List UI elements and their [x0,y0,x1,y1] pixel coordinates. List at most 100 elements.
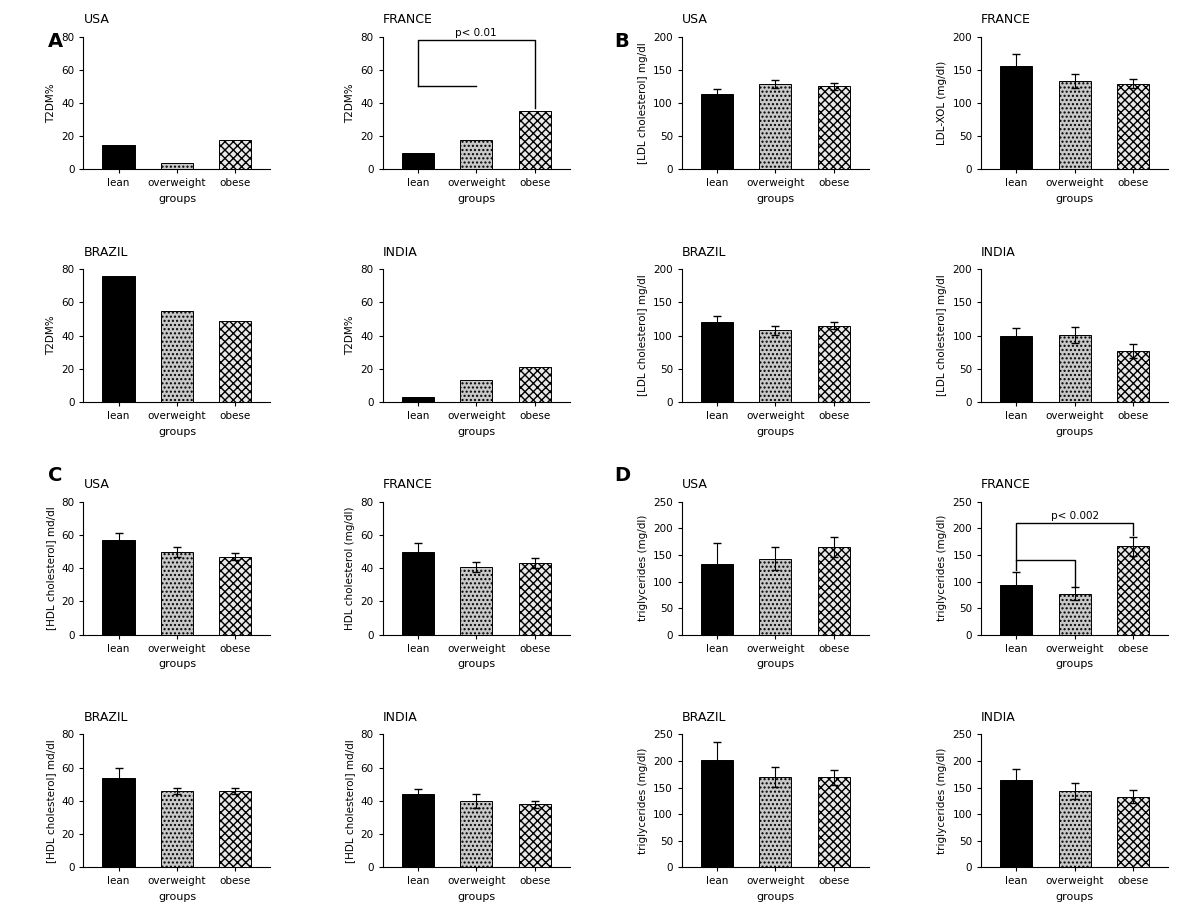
Text: BRAZIL: BRAZIL [682,246,726,258]
Text: BRAZIL: BRAZIL [83,711,128,724]
Bar [1117,351,1149,402]
Bar [219,557,252,635]
X-axis label: groups: groups [1056,892,1094,902]
Bar [1058,81,1091,170]
Text: FRANCE: FRANCE [981,13,1031,26]
Bar [103,540,135,635]
X-axis label: groups: groups [157,659,195,669]
Bar [759,84,791,170]
Text: FRANCE: FRANCE [981,478,1031,491]
Bar [460,801,492,867]
Text: USA: USA [83,13,110,26]
X-axis label: groups: groups [457,194,495,204]
Bar [219,791,252,867]
Text: BRAZIL: BRAZIL [83,246,128,258]
Text: FRANCE: FRANCE [383,13,433,26]
Text: p< 0.01: p< 0.01 [455,28,497,38]
Y-axis label: T2DM%: T2DM% [344,316,355,355]
Y-axis label: T2DM%: T2DM% [45,83,56,123]
Bar [818,778,850,867]
Bar [402,551,434,635]
Bar [759,559,791,635]
Bar [402,152,434,170]
Bar [402,397,434,402]
Y-axis label: [HDL cholesterol] md/dl: [HDL cholesterol] md/dl [45,507,56,630]
Bar [1000,780,1032,867]
Bar [519,563,551,635]
Bar [759,777,791,867]
X-axis label: groups: groups [157,194,195,204]
Text: USA: USA [682,13,708,26]
X-axis label: groups: groups [757,659,795,669]
X-axis label: groups: groups [457,659,495,669]
Bar [1000,336,1032,402]
Y-axis label: T2DM%: T2DM% [344,83,355,123]
Bar [103,144,135,170]
Y-axis label: triglycerides (mg/dl): triglycerides (mg/dl) [937,515,946,622]
Bar [519,367,551,402]
Y-axis label: triglycerides (mg/dl): triglycerides (mg/dl) [638,515,647,622]
Bar [701,94,733,170]
Bar [1058,593,1091,635]
X-axis label: groups: groups [457,892,495,902]
Y-axis label: [LDL cholesterol] mg/dl: [LDL cholesterol] mg/dl [638,42,647,163]
Bar [219,140,252,170]
Bar [1000,66,1032,170]
Text: FRANCE: FRANCE [383,478,433,491]
Bar [701,761,733,867]
Bar [161,551,193,635]
Bar [759,331,791,402]
Y-axis label: triglycerides (mg/dl): triglycerides (mg/dl) [937,748,946,854]
Text: B: B [614,32,628,51]
Y-axis label: LDL-XOL (mg/dl): LDL-XOL (mg/dl) [937,61,946,145]
X-axis label: groups: groups [1056,426,1094,436]
Text: C: C [48,466,62,485]
X-axis label: groups: groups [1056,659,1094,669]
Bar [701,564,733,635]
Bar [1058,335,1091,402]
Bar [161,310,193,402]
X-axis label: groups: groups [1056,194,1094,204]
Y-axis label: [LDL cholesterol] mg/dl: [LDL cholesterol] mg/dl [937,275,946,396]
X-axis label: groups: groups [457,426,495,436]
Bar [161,163,193,170]
Bar [1058,792,1091,867]
Bar [1117,84,1149,170]
Y-axis label: [HDL cholesterol] md/dl: [HDL cholesterol] md/dl [45,739,56,863]
X-axis label: groups: groups [757,426,795,436]
Bar [1000,585,1032,635]
X-axis label: groups: groups [157,892,195,902]
Bar [818,87,850,170]
Bar [460,381,492,402]
Y-axis label: HDL cholesterol (mg/dl): HDL cholesterol (mg/dl) [344,507,355,630]
Text: p< 0.002: p< 0.002 [1050,511,1099,521]
Bar [818,326,850,402]
Text: INDIA: INDIA [981,711,1016,724]
Bar [519,804,551,867]
Text: INDIA: INDIA [383,246,417,258]
Bar [161,791,193,867]
Text: USA: USA [83,478,110,491]
X-axis label: groups: groups [157,426,195,436]
Y-axis label: [LDL cholesterol] mg/dl: [LDL cholesterol] mg/dl [638,275,647,396]
Bar [1117,797,1149,867]
Bar [103,778,135,867]
Bar [219,320,252,402]
Text: A: A [48,32,63,51]
Y-axis label: triglycerides (mg/dl): triglycerides (mg/dl) [638,748,647,854]
Text: BRAZIL: BRAZIL [682,711,726,724]
Text: D: D [614,466,631,485]
Text: INDIA: INDIA [383,711,417,724]
Bar [460,567,492,635]
Bar [701,322,733,402]
X-axis label: groups: groups [757,194,795,204]
Text: USA: USA [682,478,708,491]
X-axis label: groups: groups [757,892,795,902]
Bar [818,547,850,635]
Y-axis label: T2DM%: T2DM% [45,316,56,355]
Bar [519,111,551,170]
Bar [103,276,135,402]
Bar [402,794,434,867]
Bar [1117,547,1149,635]
Bar [460,140,492,170]
